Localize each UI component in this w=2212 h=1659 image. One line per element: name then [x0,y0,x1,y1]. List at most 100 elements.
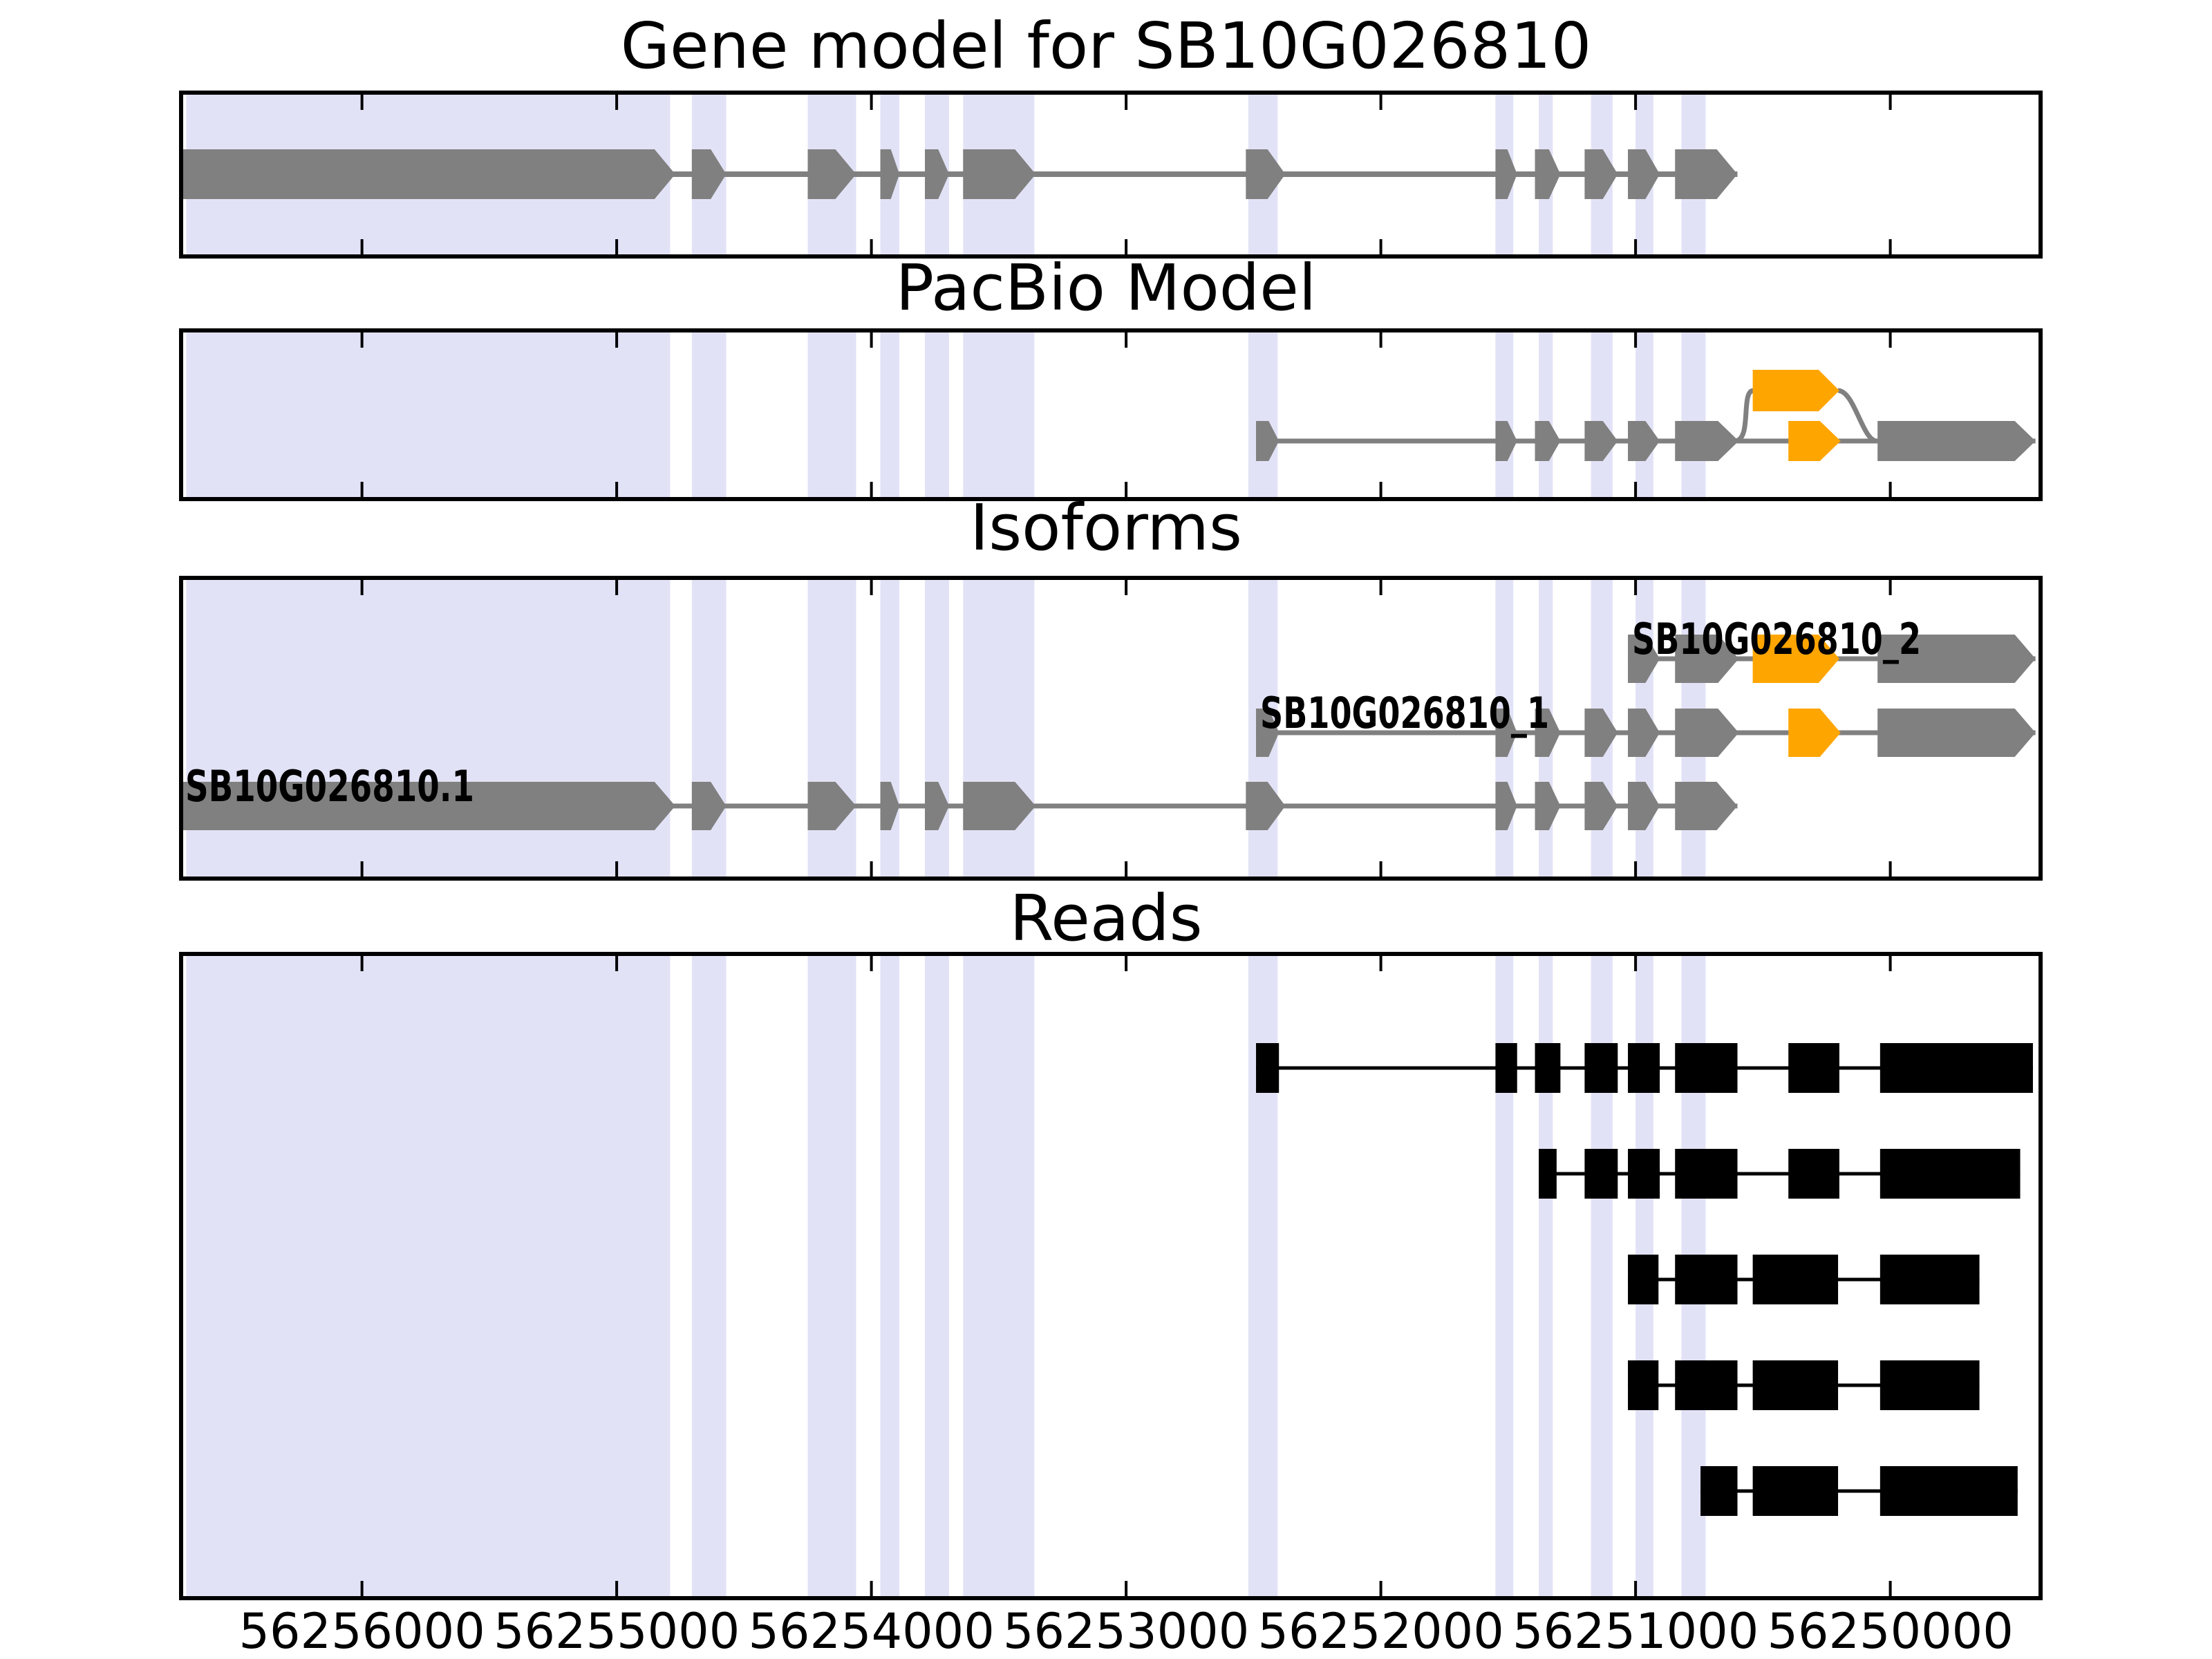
read-block [1675,1360,1738,1410]
axis-tick-label: 56252000 [1257,1603,1503,1659]
exon [1877,709,2036,757]
read-block [1752,1466,1839,1516]
exon [1877,635,2036,683]
exon-highlight-band [691,954,727,1598]
exon [1584,709,1618,757]
exon [1675,421,1739,461]
alt-exon [1788,421,1841,461]
panel-border [179,91,2043,259]
exon [1246,149,1286,199]
exon-highlight-band [186,578,671,879]
read-block [1788,1149,1839,1199]
exon-highlight-band [691,578,727,879]
read-block [1628,1255,1659,1304]
read-block [1495,1043,1517,1093]
exon-highlight-band [1681,330,1706,499]
read-block [1584,1149,1618,1199]
reads-title: Reads [1009,881,1203,955]
intron-line [181,803,1738,809]
exon [1628,635,1660,683]
read-block [1628,1043,1660,1093]
exon [1675,782,1738,830]
read-block [1880,1149,2021,1199]
pacbio-model-title: PacBio Model [895,251,1317,325]
splice-curve [1734,388,1754,444]
exon [1256,421,1280,461]
gene-model-title: Gene model for SB10G026810 [620,9,1592,83]
intron-line [1700,1489,2018,1493]
exon-highlight-band [807,954,856,1598]
read-block [1584,1043,1618,1093]
exon [1535,421,1561,461]
exon [807,782,856,830]
exon [1877,421,2036,461]
axis-tick-label: 56254000 [748,1603,994,1659]
axis-tick-label: 56250000 [1767,1603,2013,1659]
alt-exon [1788,709,1841,757]
exon [880,149,900,199]
exon [1675,635,1739,683]
exon-highlight-band [1635,330,1653,499]
exon-highlight-band [691,330,727,499]
exon [1535,149,1561,199]
panel-border [179,952,2043,1600]
exon [925,149,950,199]
read-block [1539,1149,1557,1199]
exon [1628,421,1660,461]
exon-highlight-band [925,954,950,1598]
exon [691,149,727,199]
exon-highlight-band [186,954,671,1598]
read-block [1752,1255,1839,1304]
intron-line [181,171,1738,177]
exon [1628,149,1660,199]
exon [1675,709,1739,757]
axis-tick-label: 56255000 [494,1603,740,1659]
exon [1495,709,1517,757]
exon [691,782,727,830]
exon [1246,782,1286,830]
exon-highlight-band [807,578,856,879]
axis-tick-label: 56256000 [238,1603,485,1659]
exon-highlight-band [1539,954,1553,1598]
exon-highlight-band [925,578,950,879]
exon [181,149,675,199]
read-block [1752,1360,1839,1410]
read-block [1880,1043,2033,1093]
splice-curve [1837,388,1878,444]
exon [1675,149,1738,199]
isoform-label: SB10G026810.1 [185,761,474,812]
axis-tick-label: 56251000 [1512,1603,1759,1659]
exon [1584,782,1618,830]
panel-border [179,328,2043,501]
exon [1628,709,1660,757]
read-block [1675,1043,1738,1093]
exon-highlight-band [1539,330,1553,499]
read-block [1700,1466,1738,1516]
read-block [1880,1466,2018,1516]
read-block [1880,1360,1980,1410]
axis-tick-label: 56253000 [1003,1603,1249,1659]
exon-highlight-band [1495,330,1514,499]
exon [963,782,1036,830]
exon-highlight-band [880,578,900,879]
exon-highlight-band [1248,330,1278,499]
read-block [1880,1255,1980,1304]
read-block [1788,1043,1839,1093]
exon [880,782,900,830]
exon-highlight-band [963,954,1035,1598]
exon [1535,782,1561,830]
exon [1495,782,1517,830]
exon [1495,149,1517,199]
read-block [1256,1043,1280,1093]
alt-exon [1752,370,1839,411]
exon [807,149,856,199]
exon-highlight-band [925,330,950,499]
exon [963,149,1036,199]
exon-highlight-band [963,330,1035,499]
isoform-label: SB10G026810_2 [1632,614,1921,664]
exon [181,782,675,830]
read-block [1535,1043,1561,1093]
exon [925,782,950,830]
